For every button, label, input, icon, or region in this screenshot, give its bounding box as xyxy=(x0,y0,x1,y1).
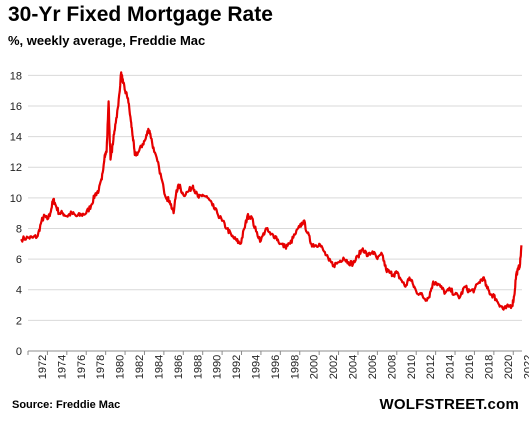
x-tick-label: 1978 xyxy=(95,355,107,379)
x-tick-label: 2018 xyxy=(483,355,495,379)
y-tick-label: 2 xyxy=(16,315,22,327)
x-tick-label: 2010 xyxy=(406,355,418,379)
y-tick-label: 14 xyxy=(10,132,22,144)
x-tick-label: 1992 xyxy=(231,355,243,379)
brand-logo-text: WOLFSTREET.com xyxy=(379,396,519,413)
y-tick-label: 12 xyxy=(10,162,22,174)
series-line-mortgage-rate xyxy=(20,71,523,311)
y-tick-label: 0 xyxy=(16,346,22,358)
x-tick-label: 2016 xyxy=(464,355,476,379)
x-tick-label: 2000 xyxy=(309,355,321,379)
x-tick-label: 1972 xyxy=(37,355,49,379)
x-tick-label: 1984 xyxy=(153,355,165,379)
y-tick-label: 18 xyxy=(10,70,22,82)
source-note: Source: Freddie Mac xyxy=(12,399,121,411)
y-tick-label: 6 xyxy=(16,254,22,266)
y-tick-label: 10 xyxy=(10,193,22,205)
x-tick-label: 2022 xyxy=(522,355,529,379)
y-tick-label: 8 xyxy=(16,223,22,235)
x-tick-label: 1996 xyxy=(270,355,282,379)
x-tick-label: 1990 xyxy=(212,355,224,379)
x-tick-label: 1982 xyxy=(134,355,146,379)
y-axis-tick-labels: 0 2 4 6 8 10 12 14 16 18 xyxy=(10,70,22,358)
x-tick-label: 2008 xyxy=(386,355,398,379)
y-tick-label: 4 xyxy=(16,285,22,297)
x-tick-label: 2014 xyxy=(445,355,457,379)
chart-title: 30-Yr Fixed Mortgage Rate xyxy=(8,3,273,26)
chart-subtitle: %, weekly average, Freddie Mac xyxy=(8,33,206,48)
x-tick-label: 2012 xyxy=(425,355,437,379)
x-axis-tick-labels: 1972 1974 1976 1978 1980 1982 1984 1986 1988 1990… xyxy=(27,351,529,379)
x-tick-label: 1988 xyxy=(192,355,204,379)
x-tick-label: 2006 xyxy=(367,355,379,379)
x-tick-label: 1986 xyxy=(173,355,185,379)
x-tick-label: 1998 xyxy=(289,355,301,379)
x-tick-label: 1974 xyxy=(56,355,68,379)
x-tick-label: 2002 xyxy=(328,355,340,379)
x-tick-label: 2020 xyxy=(503,355,515,379)
x-tick-label: 1976 xyxy=(76,355,88,379)
series-layer xyxy=(20,71,523,311)
gridlines xyxy=(28,74,522,321)
x-tick-label: 1994 xyxy=(251,355,263,379)
x-tick-label: 1980 xyxy=(115,355,127,379)
y-tick-label: 16 xyxy=(10,101,22,113)
x-tick-label: 2004 xyxy=(348,355,360,379)
